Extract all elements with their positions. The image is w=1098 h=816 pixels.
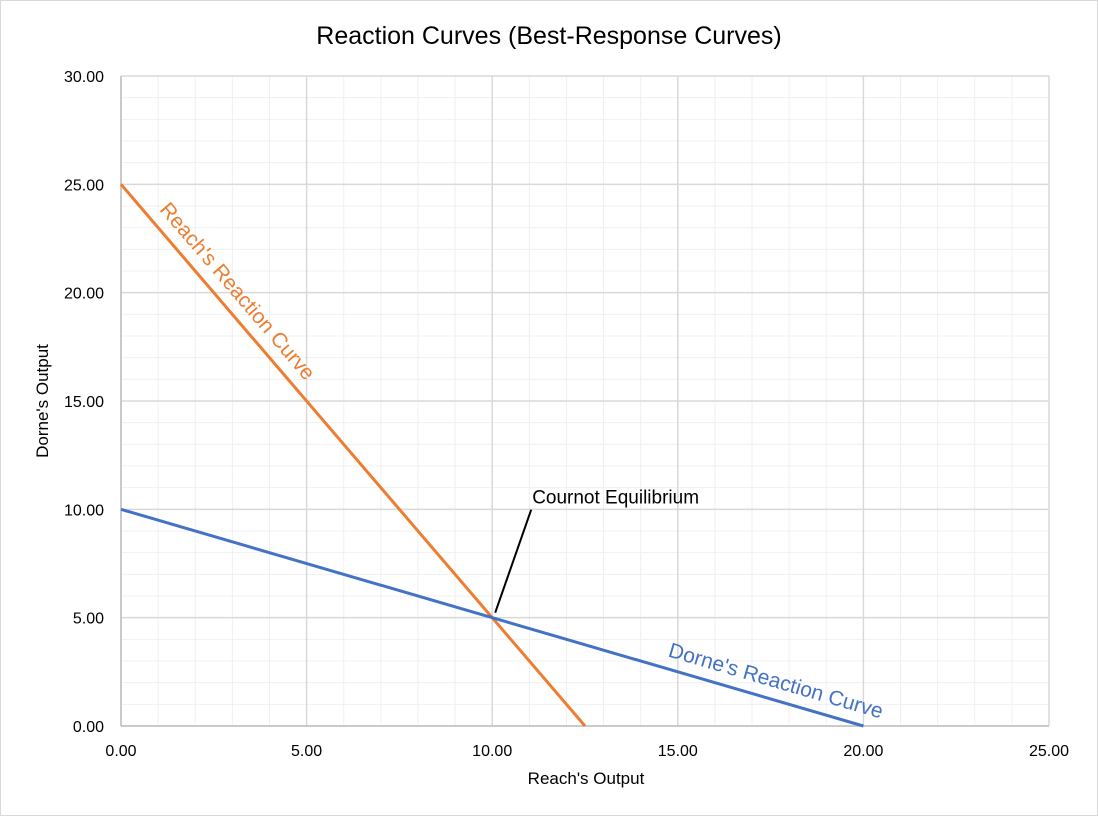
x-tick-label: 5.00	[291, 743, 322, 760]
y-tick-label: 15.00	[64, 394, 104, 411]
dorne-reaction-label: Dorne's Reaction Curve	[666, 639, 886, 723]
annotation-leader-line	[494, 509, 533, 613]
annotations: Cournot Equilibrium	[494, 488, 699, 613]
chart-title: Reaction Curves (Best-Response Curves)	[316, 22, 781, 50]
y-tick-label: 25.00	[64, 177, 104, 194]
x-tick-label: 20.00	[843, 743, 883, 760]
cournot-equilibrium-label: Cournot Equilibrium	[532, 488, 699, 509]
x-tick-label: 15.00	[658, 743, 698, 760]
major-gridlines	[120, 75, 1050, 727]
x-tick-label: 25.00	[1029, 743, 1069, 760]
reach-reaction-line	[119, 183, 587, 727]
y-tick-labels: 0.00 5.00 10.00 15.00 20.00 25.00 30.00	[64, 69, 104, 736]
y-tick-label: 5.00	[73, 611, 104, 628]
y-tick-label: 0.00	[73, 719, 104, 736]
series-labels: Reach's Reaction Curve Dorne's Reaction C…	[155, 198, 886, 723]
y-axis-title: Dorne's Output	[33, 344, 52, 458]
dorne-reaction-line	[120, 507, 864, 728]
x-tick-labels: 0.00 5.00 10.00 15.00 20.00 25.00	[105, 743, 1069, 760]
y-tick-label: 20.00	[64, 286, 104, 303]
y-tick-label: 10.00	[64, 502, 104, 519]
reach-reaction-label: Reach's Reaction Curve	[155, 198, 319, 384]
x-tick-label: 10.00	[472, 743, 512, 760]
series-lines	[119, 183, 864, 728]
x-axis-title: Reach's Output	[528, 769, 645, 788]
y-tick-label: 30.00	[64, 69, 104, 86]
x-tick-label: 0.00	[105, 743, 136, 760]
